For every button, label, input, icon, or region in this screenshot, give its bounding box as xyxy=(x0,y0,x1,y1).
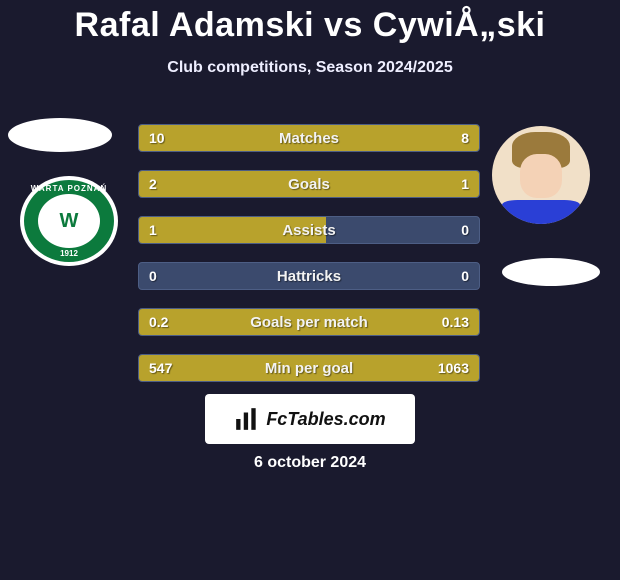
stat-row: 1Assists0 xyxy=(138,216,480,244)
stat-label: Goals per match xyxy=(139,309,479,335)
chart-icon xyxy=(234,406,260,432)
club-left-badge: WARTA POZNAŃ W 1912 xyxy=(20,176,118,266)
stat-value-right: 8 xyxy=(461,125,469,151)
stat-value-right: 0.13 xyxy=(442,309,469,335)
stat-row: 0.2Goals per match0.13 xyxy=(138,308,480,336)
stat-row: 2Goals1 xyxy=(138,170,480,198)
footer-date: 6 october 2024 xyxy=(0,454,620,472)
footer-brand: FcTables.com xyxy=(205,394,415,444)
player-left-avatar xyxy=(8,118,112,152)
stat-label: Assists xyxy=(139,217,479,243)
stat-label: Matches xyxy=(139,125,479,151)
stat-value-right: 0 xyxy=(461,217,469,243)
player-right-avatar xyxy=(492,126,590,224)
footer-brand-text: FcTables.com xyxy=(266,409,385,430)
stat-label: Goals xyxy=(139,171,479,197)
club-left-name: WARTA POZNAŃ xyxy=(20,184,118,193)
stat-row: 547Min per goal1063 xyxy=(138,354,480,382)
stat-label: Min per goal xyxy=(139,355,479,381)
stat-value-right: 1063 xyxy=(438,355,469,381)
club-left-year: 1912 xyxy=(20,249,118,258)
stat-value-right: 0 xyxy=(461,263,469,289)
page-title: Rafal Adamski vs CywiÅ„ski xyxy=(0,0,620,45)
stat-value-right: 1 xyxy=(461,171,469,197)
page-subtitle: Club competitions, Season 2024/2025 xyxy=(0,59,620,77)
stat-row: 10Matches8 xyxy=(138,124,480,152)
club-right-badge xyxy=(502,258,600,286)
stat-label: Hattricks xyxy=(139,263,479,289)
stats-bars: 10Matches82Goals11Assists00Hattricks00.2… xyxy=(138,124,480,400)
club-left-initial: W xyxy=(46,202,92,240)
stat-row: 0Hattricks0 xyxy=(138,262,480,290)
